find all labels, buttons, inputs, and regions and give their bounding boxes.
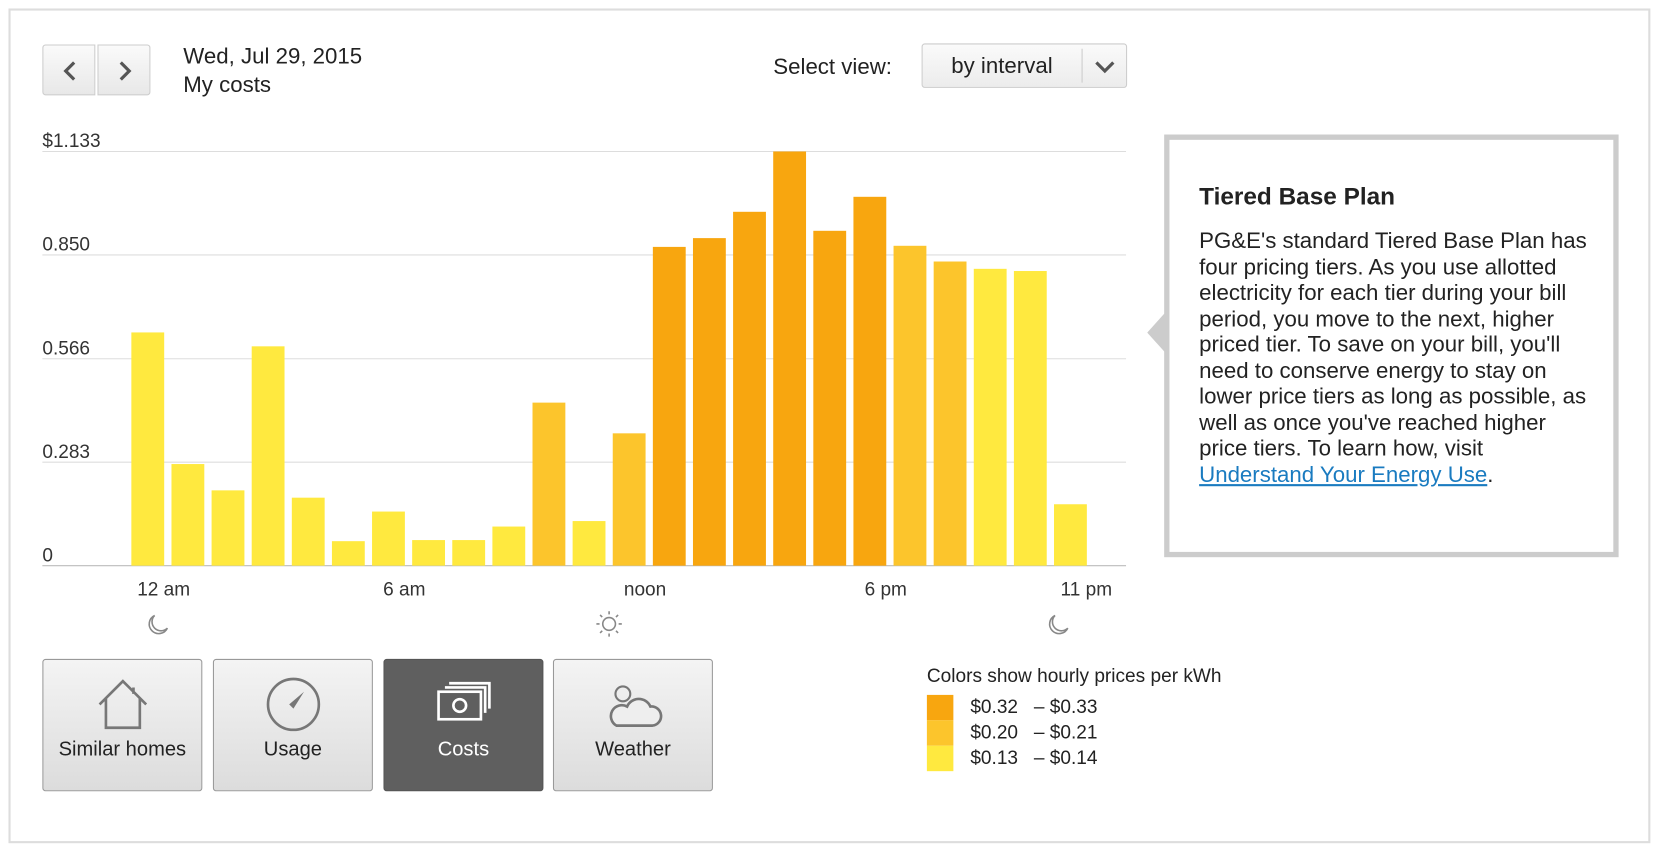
bar (492, 526, 526, 566)
bar (211, 490, 245, 566)
bar (933, 261, 967, 566)
y-tick-label: 0.283 (42, 442, 90, 463)
legend-label: – $0.33 (1033, 695, 1098, 718)
tab-usage[interactable]: Usage (212, 658, 373, 792)
select-label: Select view: (773, 55, 892, 80)
house-icon (98, 679, 147, 730)
x-tick-label: 11 pm (1061, 579, 1113, 600)
moon-icon (148, 614, 169, 635)
y-tick-label: $1.133 (42, 131, 100, 152)
y-tick-label: 0 (42, 545, 53, 566)
legend-label: $0.20 (970, 721, 1019, 743)
bar (171, 464, 205, 566)
bar (853, 196, 887, 566)
bar (412, 540, 446, 566)
bar (251, 346, 285, 566)
panel-end: . (1487, 462, 1494, 487)
bar (291, 497, 325, 566)
x-tick-label: noon (624, 579, 666, 600)
y-tick-label: 0.850 (42, 235, 90, 256)
bar (813, 230, 847, 566)
bar (331, 541, 365, 566)
next-button[interactable] (97, 44, 151, 96)
info-panel: Tiered Base Plan PG&E's standard Tiered … (1147, 134, 1619, 558)
moon-icon (1048, 614, 1069, 635)
weather-icon (609, 685, 662, 727)
legend-label: – $0.21 (1033, 721, 1098, 743)
prev-button[interactable] (42, 44, 96, 96)
bar (572, 521, 606, 566)
tab-costs[interactable]: Costs (383, 658, 544, 792)
bar (612, 433, 646, 566)
tab-label: Weather (595, 738, 671, 761)
bar (1013, 271, 1047, 566)
panel-title: Tiered Base Plan (1199, 182, 1396, 210)
legend-swatch (926, 694, 954, 721)
y-tick-label: 0.566 (42, 339, 90, 360)
bar (131, 332, 165, 566)
divider (1081, 48, 1083, 83)
frame (8, 8, 1651, 844)
legend-swatch (926, 720, 954, 746)
bar (692, 238, 726, 566)
bar (893, 245, 927, 566)
x-tick-label: 6 pm (865, 579, 907, 600)
legend-title: Colors show hourly prices per kWh (926, 665, 1222, 687)
select-value: by interval (951, 54, 1053, 79)
chevron (1095, 61, 1115, 74)
bar (532, 402, 566, 566)
bar (652, 246, 686, 566)
bar (733, 211, 766, 566)
legend-label: $0.32 (970, 695, 1019, 718)
prev-icon (63, 61, 76, 81)
money-icon (436, 681, 491, 721)
tab-label: Similar homes (58, 738, 187, 761)
x-tick-label: 12 am (137, 579, 190, 600)
subtitle: My costs (183, 73, 272, 98)
bar (1054, 504, 1087, 566)
tab-label: Usage (263, 738, 322, 761)
view-select[interactable]: by interval (921, 43, 1128, 88)
bar (372, 511, 405, 566)
tab-label: Costs (437, 738, 490, 761)
legend-label: – $0.14 (1033, 746, 1098, 768)
panel-body: PG&E's standard Tiered Base Plan has fou… (1199, 228, 1587, 461)
x-tick-label: 6 am (383, 579, 425, 600)
next-icon (119, 61, 132, 81)
sun-icon (596, 611, 622, 637)
panel-text: PG&E's standard Tiered Base Plan has fou… (1199, 229, 1593, 489)
legend-label: $0.13 (970, 746, 1019, 768)
chart: 0 0.283 0.566 0.850 $1.133 12 am 6 am noon 6 pm 1… (42, 131, 1127, 637)
bar (452, 540, 486, 566)
bar (773, 151, 807, 566)
bar (973, 268, 1007, 566)
tab-weather[interactable]: Weather (552, 658, 713, 792)
gauge-icon (266, 677, 320, 732)
panel-pointer (1147, 311, 1167, 354)
panel-link[interactable]: Understand Your Energy Use (1199, 462, 1488, 487)
legend-swatch (926, 745, 954, 772)
date: Wed, Jul 29, 2015 (183, 44, 363, 69)
tab-similar-homes[interactable]: Similar homes (42, 658, 203, 792)
